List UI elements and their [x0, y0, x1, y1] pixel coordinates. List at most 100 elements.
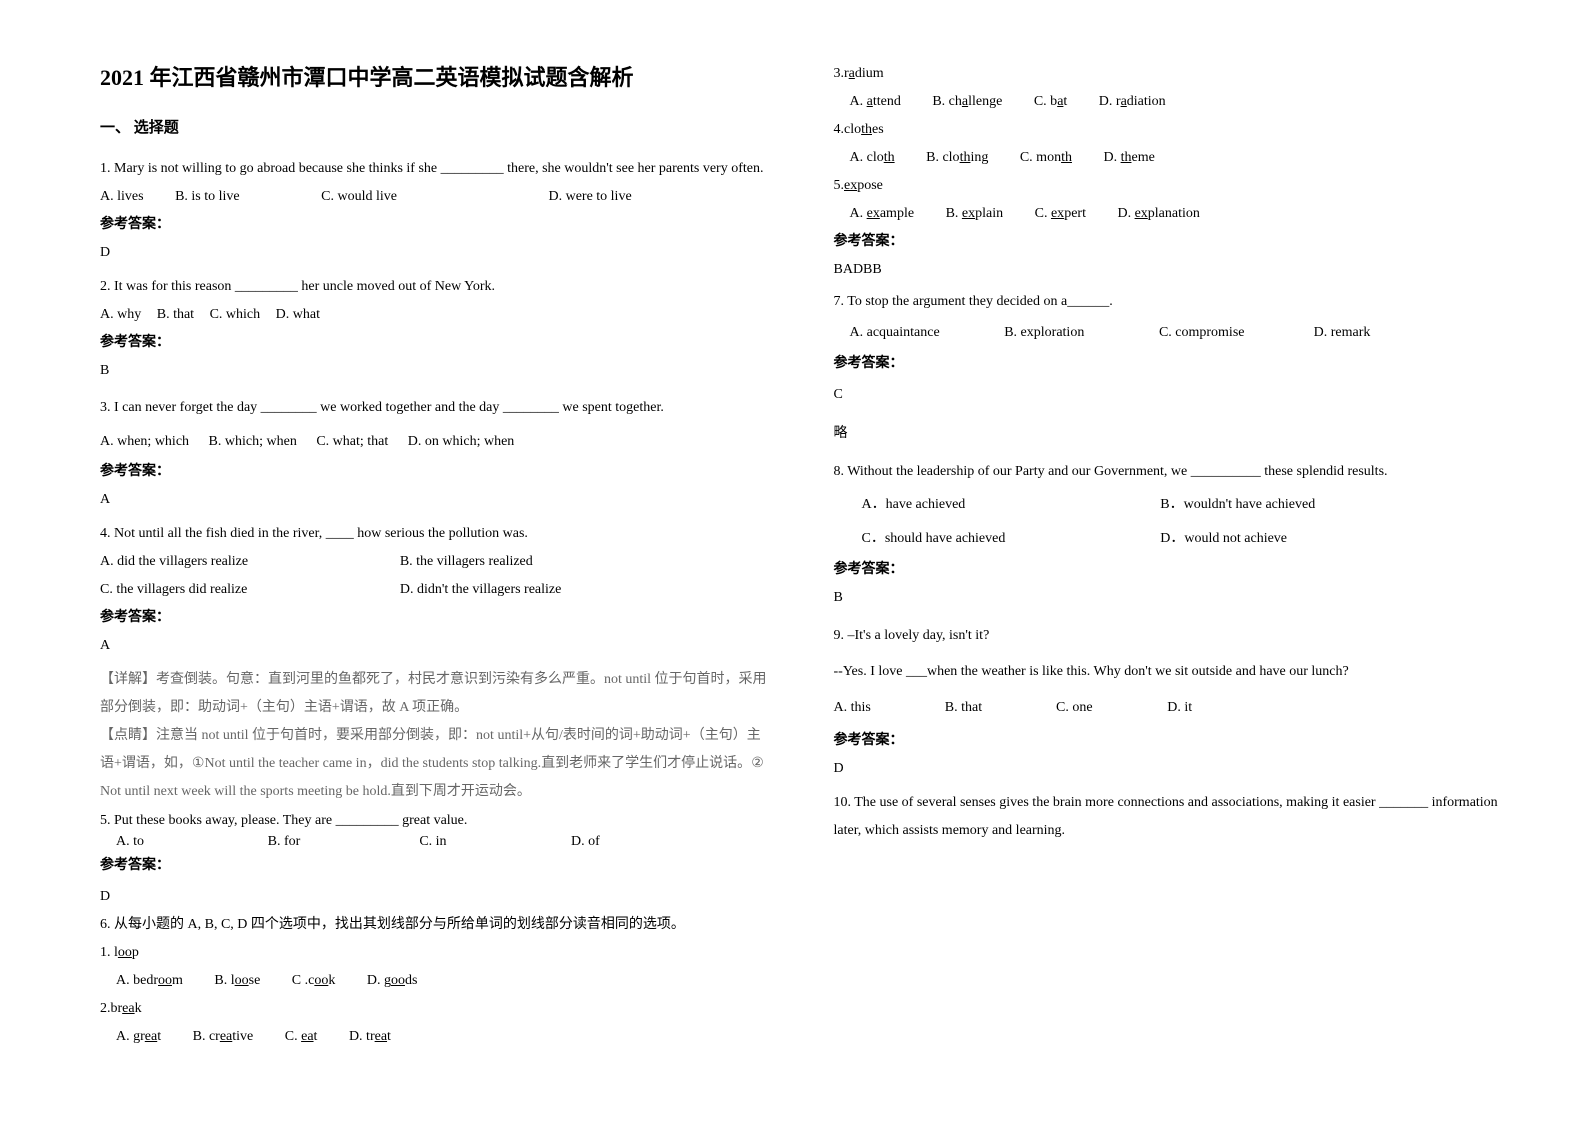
t: D. [1117, 206, 1134, 221]
q8-options-row1: A．have achieved B．wouldn't have achieved [834, 488, 1508, 522]
q9-ans-label: 参考答案： [834, 727, 1508, 755]
q1-ans-label: 参考答案： [100, 211, 774, 239]
document-title: 2021 年江西省赣州市潭口中学高二英语模拟试题含解析 [100, 60, 774, 92]
q7-optA: A. acquaintance [850, 316, 1001, 350]
t: 5. [834, 178, 845, 193]
q1-optD: D. were to live [548, 183, 631, 211]
t: oo [391, 973, 405, 988]
q6-s4C: C. month [1020, 144, 1072, 172]
q5-options: A. to B. for C. in D. of [100, 831, 774, 852]
q10-stem: 10. The use of several senses gives the … [834, 789, 1508, 845]
t: ea [375, 1029, 387, 1044]
t: th [884, 150, 895, 165]
question-9: 9. –It's a lovely day, isn't it? --Yes. … [834, 618, 1508, 783]
t: llenge [968, 94, 1002, 109]
circled-1-icon: ① [192, 750, 205, 778]
q4-expl2-b: Not until the teacher came in，did the st… [204, 756, 541, 771]
t: 2.br [100, 1001, 122, 1016]
q2-optC: C. which [210, 301, 261, 329]
t: pert [1064, 206, 1086, 221]
q8-optD: D．would not achieve [1160, 531, 1287, 546]
q4-stem: 4. Not until all the fish died in the ri… [100, 520, 774, 548]
t: ea [122, 1001, 134, 1016]
t: ea [301, 1029, 313, 1044]
t: 4.clo [834, 122, 862, 137]
t: C. mon [1020, 150, 1061, 165]
q6-s5C: C. expert [1035, 200, 1086, 228]
q1-optB: B. is to live [175, 183, 240, 211]
q4-options-row1: A. did the villagers realize B. the vill… [100, 548, 774, 576]
t: eme [1131, 150, 1154, 165]
q6-s2C: C. eat [285, 1023, 318, 1051]
q4-ans: A [100, 632, 774, 660]
question-3: 3. I can never forget the day ________ w… [100, 391, 774, 514]
q4-optC: C. the villagers did realize [100, 576, 396, 604]
t: oo [235, 973, 249, 988]
t: th [861, 122, 872, 137]
q8-stem: 8. Without the leadership of our Party a… [834, 455, 1508, 489]
q6-sub3-opts: A. attend B. challenge C. bat D. radiati… [850, 88, 1508, 116]
q6-s3B: B. challenge [932, 88, 1002, 116]
t: k [135, 1001, 142, 1016]
t: th [1061, 150, 1072, 165]
q6-sub5: 5.expose [834, 172, 1508, 200]
t: ing [970, 150, 988, 165]
t: es [872, 122, 884, 137]
q6-s2A: A. great [116, 1023, 161, 1051]
t: B. clo [926, 150, 959, 165]
q4-optA: A. did the villagers realize [100, 548, 396, 576]
q1-optA: A. lives [100, 183, 144, 211]
q3-optD: D. on which; when [408, 425, 515, 459]
t: ea [145, 1029, 157, 1044]
t: D. [1103, 150, 1120, 165]
q6-sub3: 3.radium [834, 60, 1508, 88]
q3-ans: A [100, 486, 774, 514]
t: B. l [214, 973, 234, 988]
page-content: 2021 年江西省赣州市潭口中学高二英语模拟试题含解析 一、 选择题 1. Ma… [100, 60, 1507, 1060]
q2-optB: B. that [157, 301, 194, 329]
q5-stem: 5. Put these books away, please. They ar… [100, 810, 774, 831]
q8-ans-label: 参考答案： [834, 556, 1508, 584]
q9-optA: A. this [834, 690, 942, 726]
q8-optC: C．should have achieved [834, 522, 1157, 556]
q5-ans: D [100, 886, 774, 907]
t: oo [314, 973, 328, 988]
q6-ans: BADBB [834, 256, 1508, 284]
q1-stem: 1. Mary is not willing to go abroad beca… [100, 155, 774, 183]
t: se [249, 973, 261, 988]
t: ea [220, 1029, 232, 1044]
q7-options: A. acquaintance B. exploration C. compro… [850, 316, 1508, 350]
t: D. g [367, 973, 391, 988]
q6-s1-post: p [132, 945, 139, 960]
t: B. cr [193, 1029, 220, 1044]
circled-2-icon: ② [751, 750, 764, 778]
q4-expl2-e: 直到下周才开运动会。 [391, 784, 531, 799]
t: C. b [1034, 94, 1057, 109]
q3-stem: 3. I can never forget the day ________ w… [100, 391, 774, 425]
q6-sub1: 1. loop [100, 939, 774, 967]
question-7: 7. To stop the argument they decided on … [834, 288, 1508, 451]
q4-ans-label: 参考答案： [100, 604, 774, 632]
q6-s4B: B. clothing [926, 144, 988, 172]
q8-options-row2: C．should have achieved D．would not achie… [834, 522, 1508, 556]
t: ex [867, 206, 880, 221]
q9-stem2: --Yes. I love ___when the weather is lik… [834, 654, 1508, 690]
q9-optC: C. one [1056, 690, 1164, 726]
q8-optA: A．have achieved [834, 488, 1157, 522]
t: oo [158, 973, 172, 988]
t: t [1063, 94, 1067, 109]
q6-sub2: 2.break [100, 995, 774, 1023]
t: pose [857, 178, 883, 193]
q6-s3D: D. radiation [1099, 88, 1166, 116]
t: ex [962, 206, 975, 221]
q9-stem1: 9. –It's a lovely day, isn't it? [834, 618, 1508, 654]
t: th [960, 150, 971, 165]
t: C .c [292, 973, 315, 988]
q7-optC: C. compromise [1159, 316, 1310, 350]
question-4: 4. Not until all the fish died in the ri… [100, 520, 774, 806]
t: m [172, 973, 183, 988]
q2-stem: 2. It was for this reason _________ her … [100, 273, 774, 301]
q7-ans-label: 参考答案： [834, 350, 1508, 378]
q2-ans: B [100, 357, 774, 385]
t: ex [1135, 206, 1148, 221]
